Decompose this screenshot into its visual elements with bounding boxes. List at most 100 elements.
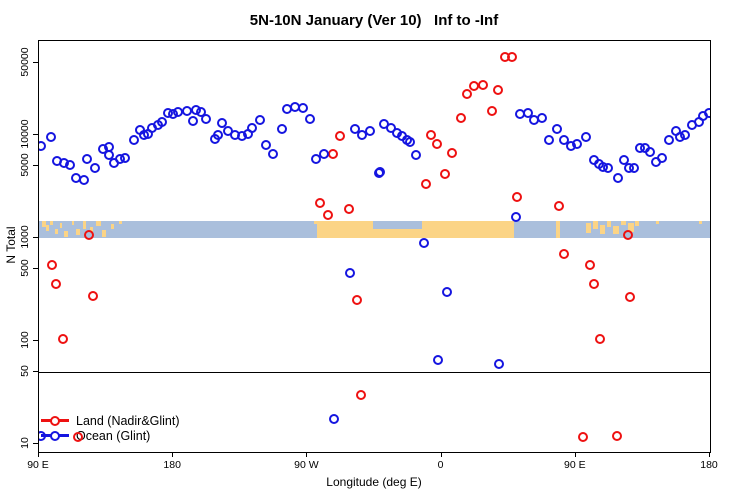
data-point xyxy=(523,107,534,118)
data-point xyxy=(455,113,466,124)
x-tick-label: 90 E xyxy=(27,459,49,471)
y-tick-label: 10 xyxy=(19,437,31,449)
data-point xyxy=(602,162,613,173)
data-point xyxy=(571,138,582,149)
y-tick-mark xyxy=(33,133,38,135)
data-point xyxy=(83,230,94,241)
data-point xyxy=(622,230,633,241)
data-point xyxy=(260,140,271,151)
data-point xyxy=(657,153,668,164)
x-tick-label: 0 xyxy=(437,459,444,471)
data-point xyxy=(311,153,322,164)
data-point xyxy=(581,131,592,142)
land-patch xyxy=(71,221,75,226)
data-point xyxy=(356,390,367,401)
land-patch xyxy=(422,221,514,238)
x-axis-label: Longitude (deg E) xyxy=(326,475,422,489)
data-point xyxy=(680,130,691,140)
y-tick-mark xyxy=(33,443,38,444)
data-point xyxy=(65,160,76,171)
plot-area: Land (Nadir&Glint) Ocean (Glint) xyxy=(38,40,711,453)
y-tick-label: 50000 xyxy=(19,47,31,77)
land-patch xyxy=(63,231,69,237)
data-point xyxy=(328,148,339,159)
land-patch xyxy=(600,225,605,235)
x-tick-label: 180 xyxy=(163,459,181,471)
land-patch xyxy=(54,228,59,235)
data-point xyxy=(46,260,57,271)
y-tick-mark xyxy=(33,267,38,269)
data-point xyxy=(46,131,57,142)
data-point xyxy=(297,102,308,113)
land-patch xyxy=(621,221,626,226)
data-point xyxy=(72,431,83,442)
y-axis-label: N Total xyxy=(4,226,18,264)
data-point xyxy=(663,135,674,146)
y-tick-label: 10000 xyxy=(19,119,31,149)
data-point xyxy=(494,358,504,369)
land-patch xyxy=(656,221,660,225)
data-point xyxy=(552,124,563,135)
land-patch xyxy=(82,221,86,230)
data-point xyxy=(351,295,362,306)
data-point xyxy=(344,204,355,215)
x-tick-mark xyxy=(440,452,442,457)
data-point xyxy=(39,430,46,441)
data-point xyxy=(277,123,288,134)
data-point xyxy=(375,166,386,177)
data-point xyxy=(595,334,606,345)
land-patch xyxy=(59,222,63,228)
data-point xyxy=(432,138,443,149)
land-patch xyxy=(627,222,634,232)
data-point xyxy=(441,287,452,297)
data-point xyxy=(356,130,367,140)
legend-item-ocean: Ocean (Glint) xyxy=(41,428,180,443)
x-tick-mark xyxy=(172,452,174,457)
data-point xyxy=(78,174,89,185)
x-tick-label: 90 E xyxy=(563,459,586,471)
data-point xyxy=(39,140,47,151)
land-patch xyxy=(635,221,640,227)
x-tick-mark xyxy=(574,452,576,457)
land-patch xyxy=(46,225,49,232)
land-patch xyxy=(101,230,107,237)
data-point xyxy=(558,249,569,260)
legend-label-ocean: Ocean (Glint) xyxy=(76,428,151,443)
data-point xyxy=(418,238,429,249)
land-patch xyxy=(607,221,611,227)
data-point xyxy=(507,51,518,62)
data-point xyxy=(201,114,211,125)
data-point xyxy=(87,291,98,302)
land-patch xyxy=(613,226,620,234)
data-point xyxy=(82,154,93,165)
map-band xyxy=(39,221,710,238)
x-tick-label: 180 xyxy=(700,459,718,471)
land-patch xyxy=(96,221,101,227)
x-tick-mark xyxy=(38,452,39,457)
legend-sample-ocean xyxy=(41,430,69,441)
data-point xyxy=(588,279,599,290)
data-point xyxy=(104,141,115,152)
y-tick-mark xyxy=(33,339,38,341)
y-tick-mark xyxy=(33,61,38,63)
data-point xyxy=(195,107,206,117)
data-point xyxy=(511,212,522,223)
data-point xyxy=(536,113,547,123)
land-patch xyxy=(110,223,114,229)
land-patch xyxy=(592,221,599,229)
land-patch xyxy=(41,221,46,227)
data-point xyxy=(329,414,340,425)
data-point xyxy=(410,150,421,161)
land-patch xyxy=(314,221,318,225)
y-tick-label: 50 xyxy=(19,365,31,377)
data-point xyxy=(447,147,458,158)
legend-label-land: Land (Nadir&Glint) xyxy=(76,413,180,428)
data-point xyxy=(247,122,258,133)
data-point xyxy=(212,130,223,141)
data-point xyxy=(645,146,656,157)
data-point xyxy=(305,113,316,124)
y-tick-label: 1000 xyxy=(19,225,31,249)
legend-item-land: Land (Nadir&Glint) xyxy=(41,413,180,428)
data-point xyxy=(628,162,639,173)
